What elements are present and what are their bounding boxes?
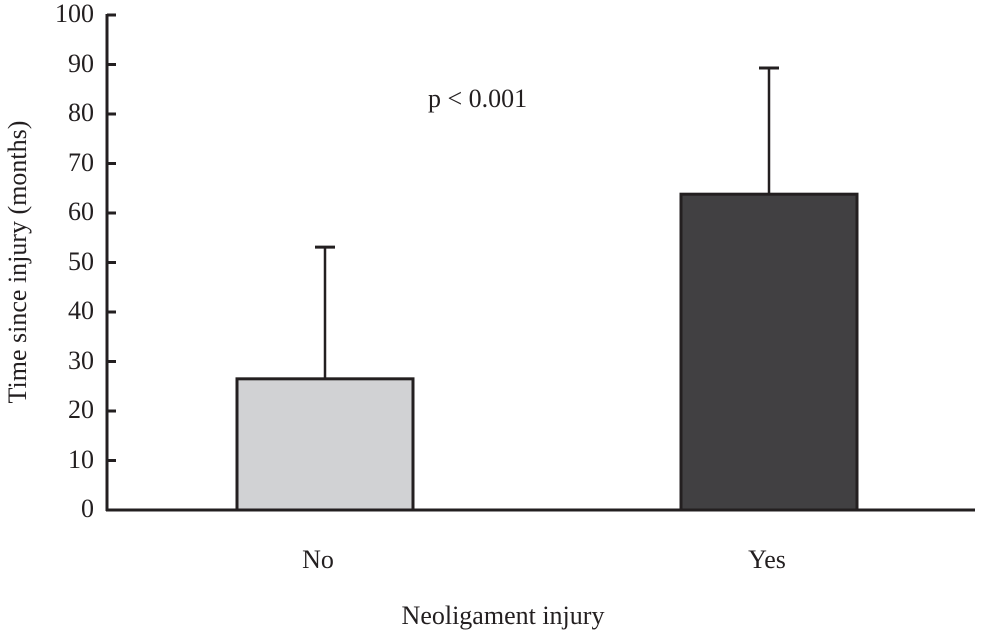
y-tick-label: 100 (55, 0, 94, 28)
y-axis-label: Time since injury (months) (3, 120, 32, 404)
y-tick-label: 70 (68, 147, 94, 177)
x-axis-label: Neoligament injury (401, 601, 605, 630)
y-tick-label: 10 (68, 444, 94, 474)
y-tick-label: 80 (68, 98, 94, 127)
y-tick-label: 30 (68, 345, 94, 375)
y-tick-label: 40 (68, 296, 94, 325)
bar-no (235, 377, 415, 512)
bar-yes (679, 192, 859, 512)
x-tick-yes: Yes (748, 545, 786, 574)
p-value-annotation: p < 0.001 (428, 84, 528, 113)
x-tick-no: No (302, 545, 334, 574)
y-tick-label: 90 (68, 48, 94, 78)
y-tick-label: 20 (68, 395, 94, 424)
y-tick-label: 0 (81, 494, 94, 523)
y-tick-label: 50 (68, 246, 94, 276)
y-tick-label: 60 (68, 197, 94, 226)
